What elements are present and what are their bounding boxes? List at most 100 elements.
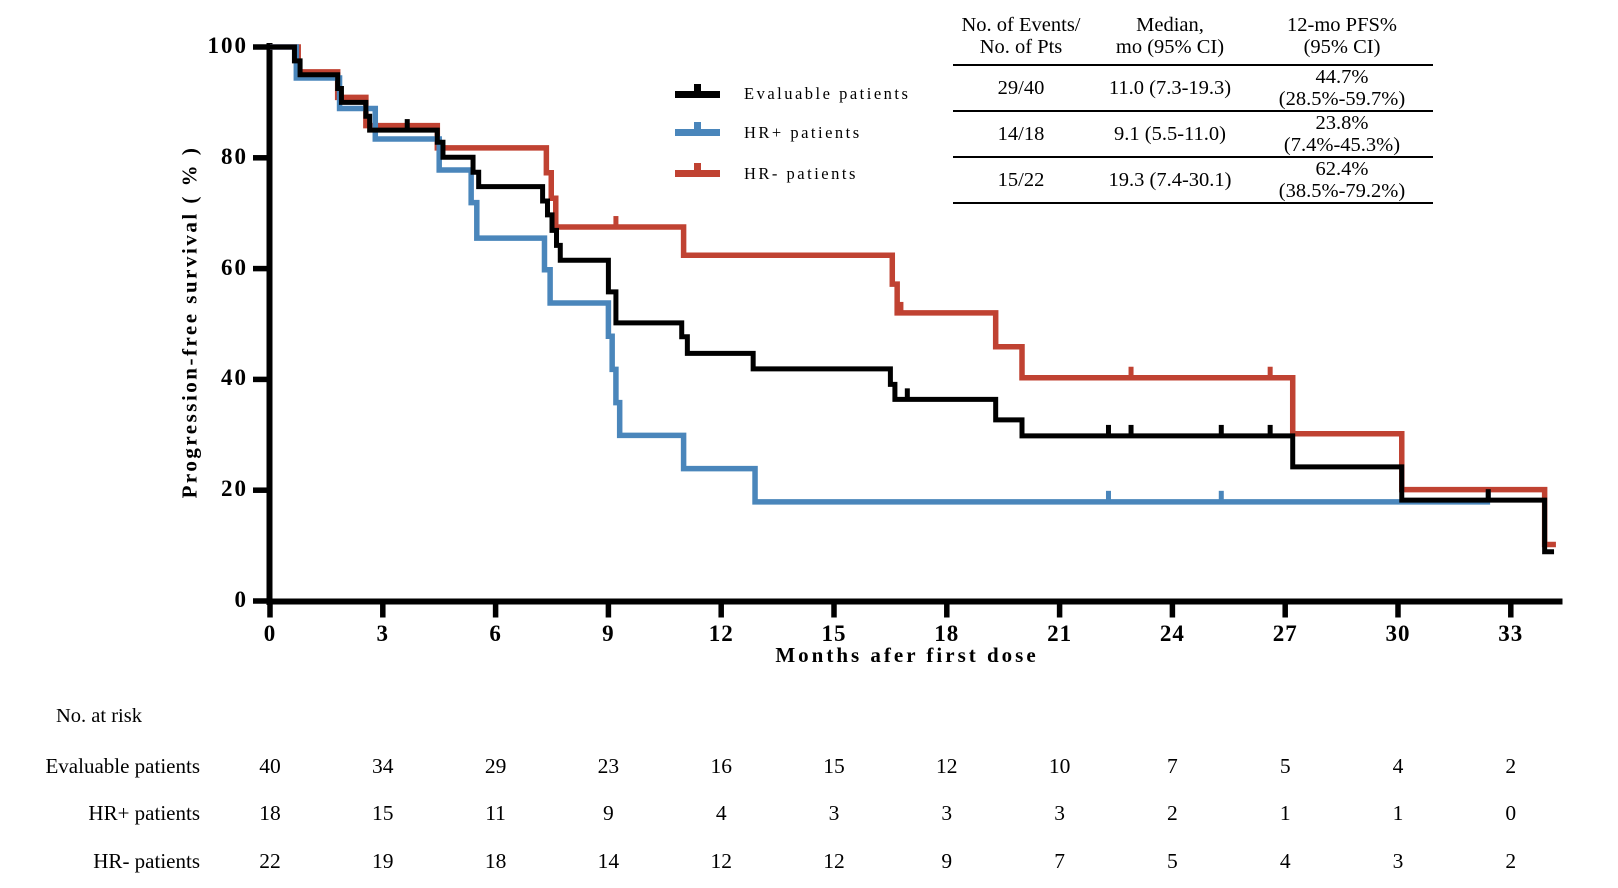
x-tick-label: 24 — [1159, 621, 1185, 646]
censor-mark-hr-negative — [1267, 366, 1273, 378]
y-tick-label: 80 — [221, 143, 248, 169]
risk-count: 11 — [485, 801, 506, 825]
y-tick-label: 20 — [221, 476, 248, 502]
summary-header-line: 12-mo PFS% — [1287, 14, 1397, 36]
y-tick-label: 60 — [221, 254, 248, 280]
risk-count: 18 — [484, 849, 507, 873]
summary-header-line: (95% CI) — [1303, 36, 1381, 58]
risk-count: 9 — [941, 849, 953, 873]
y-tick-label: 40 — [221, 365, 248, 391]
legend-marker-0 — [675, 83, 720, 98]
risk-count: 12 — [710, 849, 732, 873]
y-tick — [253, 265, 267, 272]
summary-table-cell: 62.4% (38.5%-79.2%) — [1251, 157, 1433, 204]
legend-label-1: HR+ patients — [744, 122, 862, 142]
summary-header-cell: No. of Events/No. of Pts — [953, 14, 1089, 66]
risk-count: 19 — [372, 849, 394, 873]
risk-count: 3 — [1392, 849, 1404, 873]
summary-header-line: No. of Pts — [979, 36, 1063, 58]
risk-count: 1 — [1279, 801, 1291, 825]
x-tick-label: 21 — [1047, 621, 1073, 646]
x-tick — [1169, 604, 1176, 618]
summary-table-cell: 15/22 — [953, 157, 1089, 204]
x-tick-label: 27 — [1272, 621, 1298, 646]
risk-row-label-0: Evaluable patients — [45, 754, 200, 778]
summary-table: No. of Events/No. of Pts Median, mo (95% C… — [953, 14, 1433, 204]
risk-count: 7 — [1054, 849, 1065, 873]
y-axis-line — [266, 43, 273, 605]
y-tick-label: 100 — [207, 33, 248, 58]
x-tick-label: 3 — [376, 621, 390, 646]
km-curve-hr-positive — [270, 44, 1491, 505]
y-tick — [253, 487, 267, 493]
legend-marker-2 — [675, 163, 720, 177]
summary-table-cell: 44.7% (28.5%-59.7%) — [1251, 65, 1433, 112]
risk-count: 0 — [1505, 801, 1517, 825]
risk-count: 4 — [1392, 754, 1404, 778]
x-tick — [267, 604, 273, 618]
summary-table-row: 29/40 11.0 (7.3-19.3) 44.7% (28.5%-59.7%) — [953, 65, 1433, 112]
risk-count: 40 — [259, 754, 281, 778]
summary-header-line: mo (95% CI) — [1115, 36, 1225, 58]
y-tick — [253, 155, 267, 161]
x-tick-label: 12 — [708, 621, 734, 646]
x-tick — [492, 604, 499, 618]
legend-label-2: HR- patients — [744, 163, 858, 183]
censor-mark-hr-negative — [613, 216, 619, 228]
km-curve-evaluable — [270, 44, 1555, 555]
legend-marker-1 — [675, 122, 720, 136]
risk-count: 5 — [1167, 849, 1178, 873]
risk-count: 3 — [941, 801, 953, 825]
x-tick — [1282, 604, 1288, 618]
legend-censor-tick-icon — [694, 83, 701, 91]
summary-table-row: 14/18 9.1 (5.5-11.0) 23.8% (7.4%-45.3%) — [953, 111, 1433, 158]
risk-row-label-1: HR+ patients — [88, 801, 200, 825]
summary-header-cell: 12-mo PFS% (95% CI) — [1251, 14, 1433, 66]
summary-table-cell: 14/18 — [953, 111, 1089, 158]
risk-count: 2 — [1167, 801, 1178, 825]
risk-count: 14 — [597, 849, 620, 873]
summary-table-row: 15/22 19.3 (7.4-30.1) 62.4% (38.5%-79.2%) — [953, 157, 1433, 204]
legend-label-0: Evaluable patients — [744, 84, 911, 103]
risk-count: 15 — [823, 754, 845, 778]
risk-count: 16 — [710, 754, 732, 778]
censor-mark-hr-negative — [1128, 366, 1134, 378]
x-tick — [944, 604, 950, 618]
summary-table-body: 29/40 11.0 (7.3-19.3) 44.7% (28.5%-59.7%) 1… — [953, 65, 1433, 204]
risk-table-title: No. at risk — [56, 705, 142, 727]
censor-mark-evaluable — [1218, 424, 1224, 436]
summary-table-cell: 11.0 (7.3-19.3) — [1089, 65, 1251, 112]
summary-header-cell: Median, mo (95% CI) — [1089, 14, 1251, 66]
censor-mark-evaluable — [1485, 489, 1491, 501]
y-axis-title: Progression-free survival ( % ) — [177, 145, 202, 499]
risk-count: 15 — [372, 801, 394, 825]
risk-count: 22 — [259, 849, 281, 873]
summary-table-cell: 29/40 — [953, 65, 1089, 112]
risk-count: 12 — [936, 754, 958, 778]
x-tick — [1508, 604, 1514, 618]
risk-count: 9 — [603, 801, 614, 825]
x-tick — [831, 604, 837, 618]
risk-count: 2 — [1505, 754, 1517, 778]
censor-mark-evaluable — [404, 119, 410, 131]
risk-count: 5 — [1279, 754, 1291, 778]
summary-table-cell: 19.3 (7.4-30.1) — [1089, 157, 1251, 204]
risk-count: 7 — [1167, 754, 1178, 778]
censor-mark-evaluable — [904, 388, 910, 400]
censor-mark-hr-positive — [1218, 490, 1224, 502]
x-tick — [1056, 604, 1063, 618]
y-tick — [253, 44, 267, 50]
censor-mark-evaluable — [1105, 424, 1111, 436]
legend-censor-tick-icon — [694, 163, 701, 170]
x-tick-label: 18 — [934, 621, 960, 646]
risk-count: 12 — [823, 849, 845, 873]
y-tick-label: 0 — [234, 587, 248, 612]
x-tick — [380, 604, 386, 618]
risk-count: 34 — [372, 754, 394, 778]
risk-count: 10 — [1048, 754, 1071, 778]
censor-mark-hr-positive — [1105, 490, 1111, 502]
censor-mark-evaluable — [1128, 424, 1134, 436]
risk-count: 4 — [715, 801, 727, 825]
